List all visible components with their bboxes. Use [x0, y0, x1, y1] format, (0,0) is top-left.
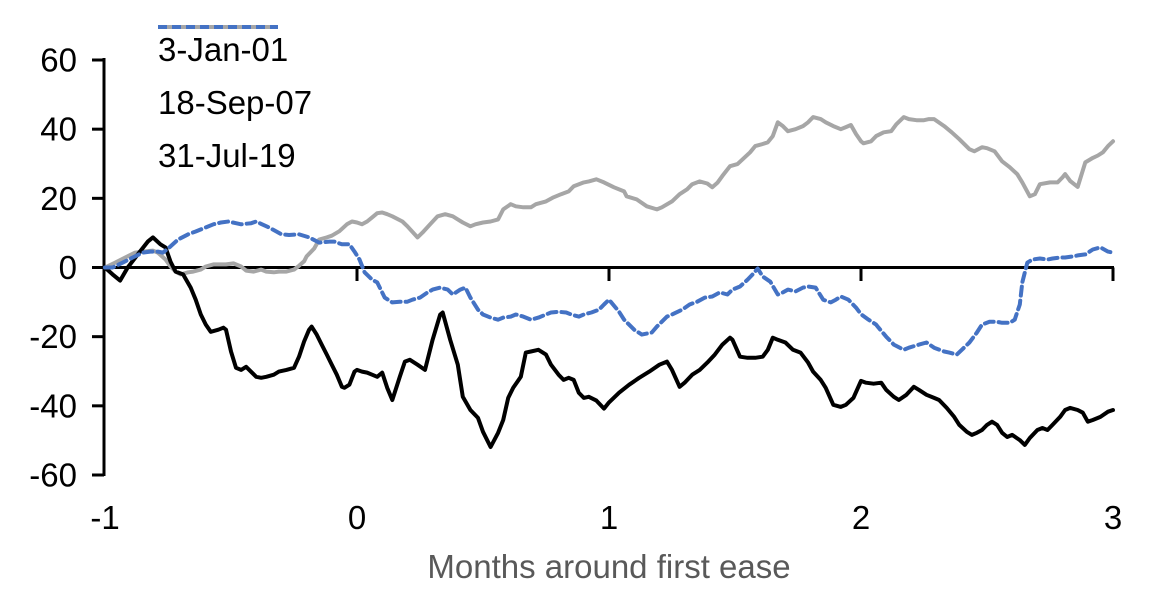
legend-label: 3-Jan-01 — [158, 30, 289, 68]
y-tick-label: 40 — [40, 111, 77, 148]
x-tick-label: 0 — [348, 499, 366, 536]
x-tick-label: 2 — [852, 499, 870, 536]
legend-label: 31-Jul-19 — [158, 136, 296, 174]
series-line-18-sep-07 — [103, 115, 1115, 277]
series-line-3-jan-01 — [103, 235, 1115, 449]
y-tick-label: 60 — [40, 42, 77, 79]
x-tick-label: 1 — [600, 499, 618, 536]
y-tick-label: -60 — [29, 456, 77, 493]
legend-swatch-dashed-line — [158, 25, 278, 29]
legend-item-31-jul-19: 31-Jul-19 — [158, 25, 312, 182]
x-tick-label: 3 — [1104, 499, 1122, 536]
y-tick-label: -20 — [29, 318, 77, 355]
x-axis-title: Months around first ease — [427, 548, 791, 585]
legend: 3-Jan-01 18-Sep-07 31-Jul-19 — [158, 23, 312, 182]
legend-item-18-sep-07: 18-Sep-07 — [158, 25, 313, 129]
y-tick-label: -40 — [29, 387, 77, 424]
y-tick-label: 0 — [59, 249, 77, 286]
y-tick-label: 20 — [40, 180, 77, 217]
legend-label: 18-Sep-07 — [158, 83, 313, 121]
x-tick-label: -1 — [90, 499, 119, 536]
series-line-31-jul-19 — [103, 219, 1115, 357]
